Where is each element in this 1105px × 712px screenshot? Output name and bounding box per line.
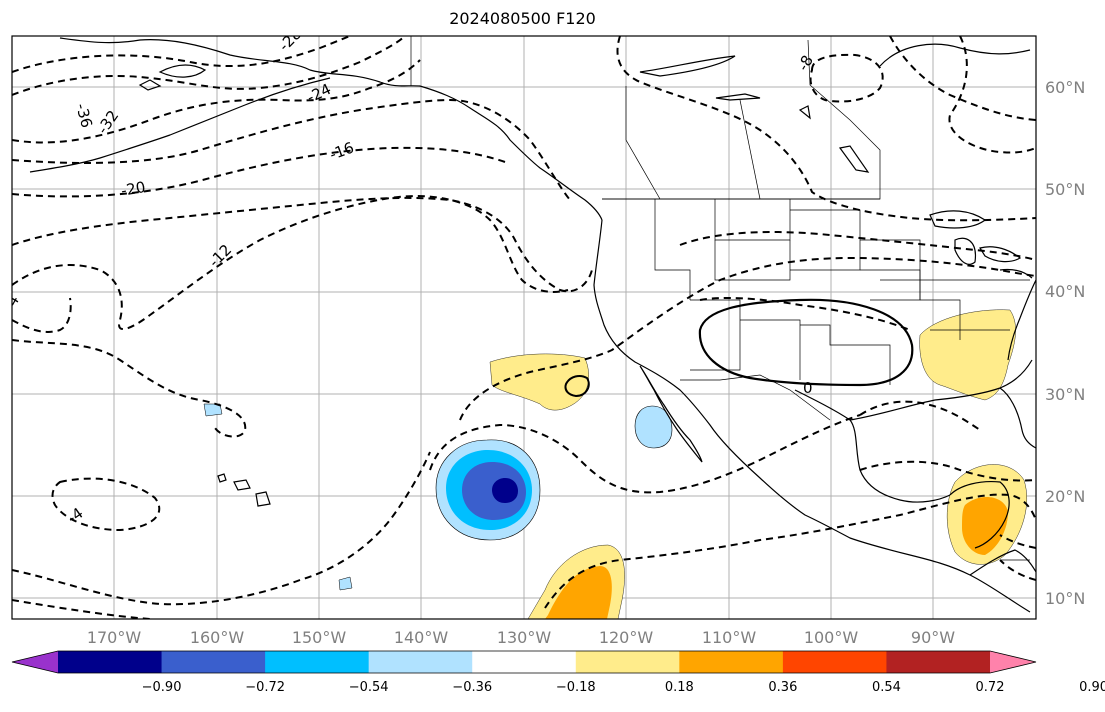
colorbar-tick-label: −0.36: [452, 680, 492, 695]
colorbar-swatch: [782, 651, 887, 673]
lat-label-30n: 30°N: [1045, 385, 1085, 404]
colorbar-tick-label: 0.72: [976, 680, 1005, 695]
colorbar-extend-max: [990, 651, 1036, 673]
contour-label-minus20: -20: [120, 178, 147, 200]
contour-label-minus8: -8: [794, 52, 817, 74]
contour-label-minus12: -12: [205, 241, 235, 271]
lat-label-60n: 60°N: [1045, 78, 1085, 97]
colorbar-tick-label: −0.72: [245, 680, 285, 695]
zero-contour-small: [564, 375, 590, 398]
lat-label-40n: 40°N: [1045, 282, 1085, 301]
lat-label-10n: 10°N: [1045, 589, 1085, 608]
map-area: -36 -32 -28 -24 -20 -16 -12 -8 -4 -4 0: [0, 25, 1036, 619]
neg-shade-core: [492, 478, 518, 503]
lon-label-120w: 120°W: [599, 628, 654, 647]
lat-label-20n: 20°N: [1045, 487, 1085, 506]
gridlines: [12, 36, 1036, 619]
shaded-anomalies: [203, 309, 1027, 619]
contour-label-minus32: -32: [94, 107, 123, 137]
contour-label-minus36: -36: [72, 101, 96, 129]
map-frame: [11, 35, 1037, 620]
lon-label-130w: 130°W: [497, 628, 552, 647]
coastlines: [29, 37, 1036, 613]
colorbar-tick-label: −0.54: [349, 680, 389, 695]
colorbar-extend-min: [12, 651, 58, 673]
pos-shade-southeast: [919, 309, 1016, 401]
contour-label-minus28: -28: [275, 25, 305, 55]
lon-label-170w: 170°W: [87, 628, 142, 647]
zero-contour: [698, 298, 914, 387]
anomaly-contours: [12, 36, 1036, 619]
latitude-axis: 60°N 50°N 40°N 30°N 20°N 10°N: [1045, 78, 1085, 608]
colorbar-tick-label: 0.36: [768, 680, 797, 695]
colorbar-swatch: [161, 651, 266, 673]
colorbar-swatch: [575, 651, 680, 673]
pos-shade-pacific: [489, 353, 589, 411]
lon-label-140w: 140°W: [394, 628, 449, 647]
lon-label-160w: 160°W: [190, 628, 245, 647]
contour-label-minus16: -16: [327, 138, 356, 163]
colorbar-swatch: [265, 651, 370, 673]
colorbar-tick-label: −0.90: [142, 680, 182, 695]
pos-shade-south-orange: [545, 566, 612, 619]
colorbar-swatch: [886, 651, 991, 673]
lon-label-110w: 110°W: [702, 628, 757, 647]
lon-label-90w: 90°W: [911, 628, 955, 647]
colorbar-swatch: [472, 651, 577, 673]
colorbar-swatch: [368, 651, 473, 673]
colorbar-outline: [11, 650, 1037, 674]
colorbar-tick-label: 0.18: [665, 680, 694, 695]
colorbar-swatch: [679, 651, 784, 673]
colorbar: −0.90 −0.72 −0.54 −0.36 −0.18 0.18 0.36 0.54 0.7…: [11, 650, 1105, 695]
contour-label-zero: 0: [803, 379, 813, 397]
colorbar-swatch: [58, 651, 163, 673]
colorbar-tick-label: −0.18: [556, 680, 596, 695]
longitude-axis: 170°W 160°W 150°W 140°W 130°W 120°W 110°…: [87, 628, 955, 647]
map-title: 2024080500 F120: [449, 9, 596, 28]
lat-label-50n: 50°N: [1045, 180, 1085, 199]
colorbar-tick-label: 0.90: [1079, 680, 1105, 695]
contour-label-minus4-west: -4: [0, 292, 23, 314]
pos-shade-yucatan-orange: [962, 496, 1008, 555]
colorbar-tick-label: 0.54: [872, 680, 901, 695]
lon-label-150w: 150°W: [292, 628, 347, 647]
lon-label-100w: 100°W: [804, 628, 859, 647]
